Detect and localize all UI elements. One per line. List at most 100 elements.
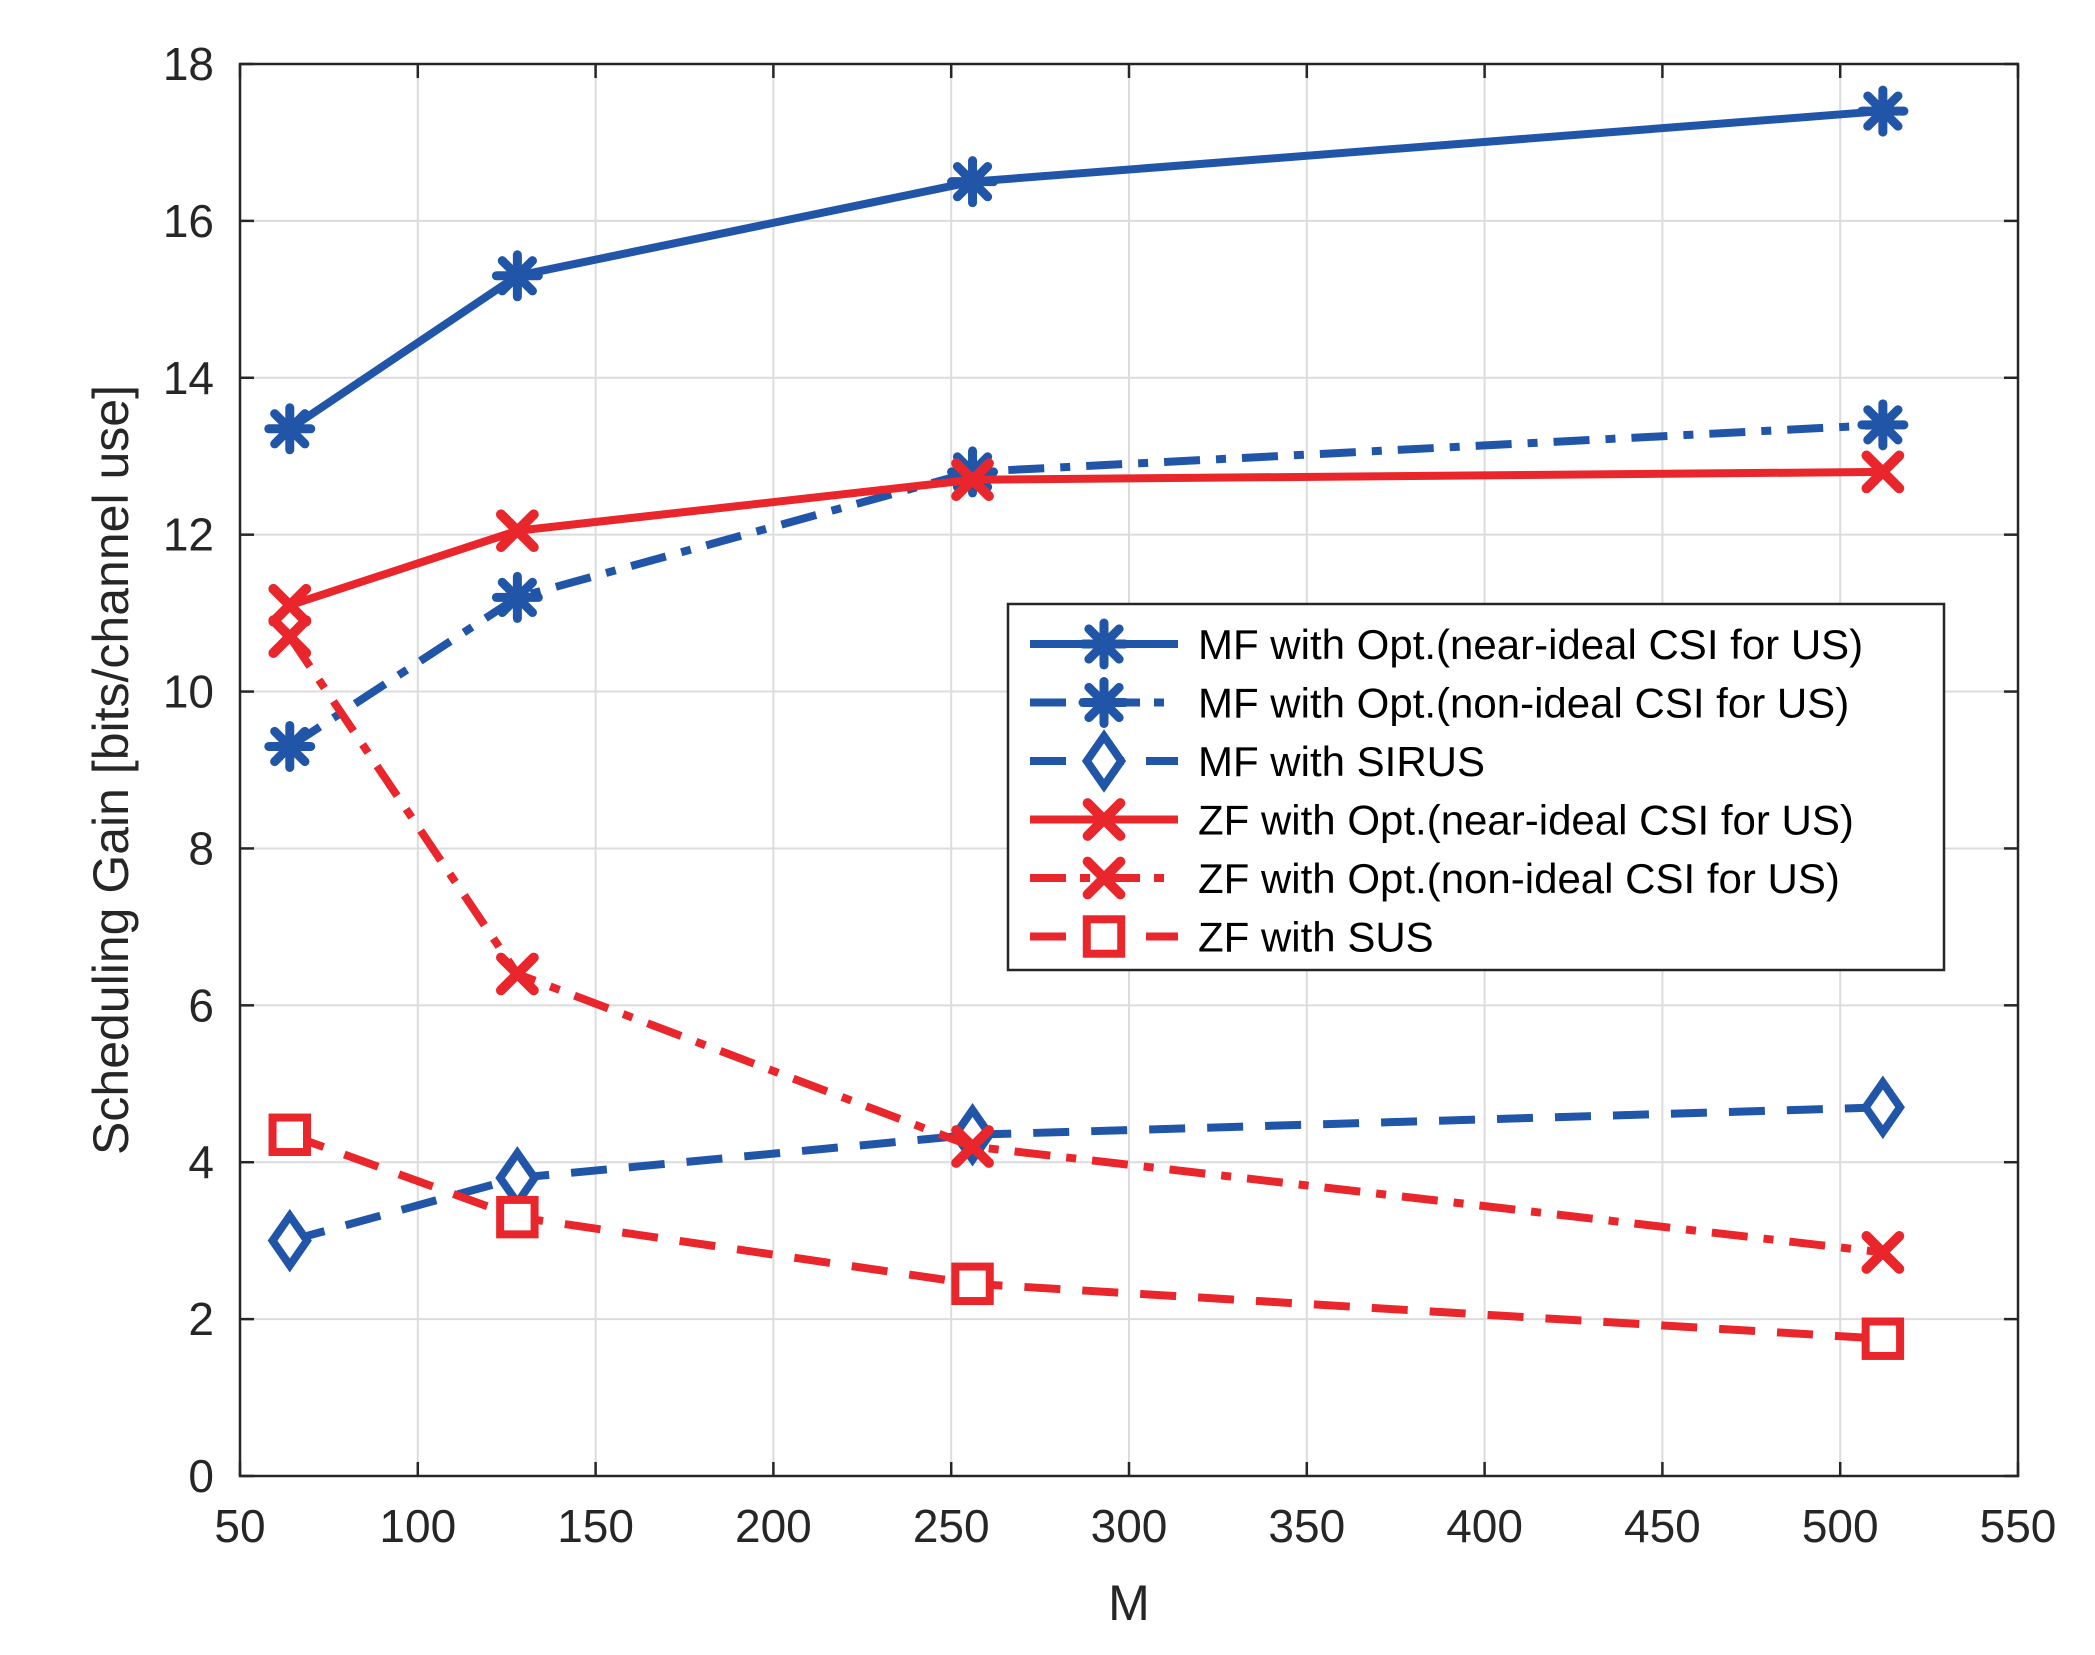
marker-asterisk <box>1078 618 1130 670</box>
legend-item: MF with SIRUS <box>1030 729 1485 793</box>
marker-stroke <box>1863 405 1903 445</box>
marker-stroke <box>952 162 993 202</box>
y-axis: 0 2 4 6 8 10 12 14 16 18 <box>163 38 2018 1502</box>
data-point <box>1860 1075 1905 1140</box>
legend-label: MF with SIRUS <box>1198 738 1485 785</box>
y-tick-label: 18 <box>163 38 214 90</box>
data-point <box>268 615 312 659</box>
x-tick-label: 450 <box>1624 1500 1701 1552</box>
legend-item: ZF with Opt.(near-ideal CSI for US) <box>1030 797 1854 844</box>
marker-x <box>1082 856 1126 900</box>
x-tick-label: 400 <box>1446 1500 1523 1552</box>
marker-square <box>1082 915 1126 958</box>
legend-label: ZF with Opt.(near-ideal CSI for US) <box>1198 797 1854 844</box>
x-axis: 50 100 150 200 250 300 350 400 450 500 550 <box>214 64 2056 1552</box>
x-tick-label: 50 <box>214 1500 265 1552</box>
marker-stroke <box>1084 682 1124 723</box>
series-5 <box>268 615 1905 1274</box>
marker-stroke <box>1084 624 1124 664</box>
series-6 <box>268 1113 1905 1360</box>
legend-label: MF with Opt.(near-ideal CSI for US) <box>1198 621 1863 668</box>
marker-stroke <box>951 458 994 502</box>
marker-shape <box>951 1262 994 1306</box>
series-layer <box>264 85 1909 1360</box>
data-point <box>951 458 994 502</box>
series-line <box>288 1103 1883 1245</box>
marker-stroke <box>270 726 310 767</box>
x-tick-label: 150 <box>557 1500 634 1552</box>
y-tick-label: 14 <box>163 352 214 404</box>
data-point <box>495 1146 540 1210</box>
marker-shape <box>267 1208 312 1273</box>
y-tick-label: 12 <box>163 509 214 561</box>
legend-label: ZF with SUS <box>1198 914 1434 961</box>
marker-stroke <box>497 577 537 618</box>
legend-item: ZF with Opt.(non-ideal CSI for US) <box>1030 855 1840 902</box>
series-2 <box>264 399 1909 772</box>
marker-stroke <box>1863 91 1903 131</box>
marker-stroke <box>1861 450 1905 494</box>
data-point <box>951 1125 994 1168</box>
marker-stroke <box>1082 856 1126 900</box>
data-point <box>1857 85 1909 137</box>
marker-stroke <box>951 1125 994 1168</box>
data-point <box>1861 1231 1905 1274</box>
data-point <box>268 1113 312 1156</box>
marker-stroke <box>495 952 539 996</box>
series-4 <box>268 450 1905 627</box>
series-line <box>287 107 1884 433</box>
marker-asterisk <box>1078 677 1130 728</box>
y-tick-label: 10 <box>163 666 214 718</box>
marker-stroke <box>1082 798 1126 841</box>
series-1 <box>264 85 1909 455</box>
series-line <box>287 420 1884 750</box>
marker-shape <box>1861 1317 1905 1360</box>
y-tick-label: 16 <box>163 195 214 247</box>
marker-stroke <box>268 615 312 659</box>
marker-shape <box>495 1146 540 1210</box>
x-tick-label: 250 <box>913 1500 990 1552</box>
marker-diamond <box>1081 729 1127 793</box>
marker-shape <box>268 1113 312 1156</box>
series-line <box>288 1131 1884 1343</box>
legend-label: MF with Opt.(non-ideal CSI for US) <box>1198 680 1849 727</box>
data-point <box>495 509 539 553</box>
data-point <box>496 1195 539 1239</box>
y-tick-label: 0 <box>188 1450 214 1502</box>
marker-stroke <box>497 256 537 296</box>
x-tick-label: 500 <box>1802 1500 1879 1552</box>
marker-x <box>1082 798 1126 841</box>
marker-shape <box>1860 1075 1905 1140</box>
marker-shape <box>1082 915 1126 958</box>
data-point <box>1861 450 1905 494</box>
y-tick-label: 8 <box>188 822 214 874</box>
series-line <box>286 634 1884 1257</box>
marker-shape <box>1081 729 1127 793</box>
marker-stroke <box>495 509 539 553</box>
marker-shape <box>496 1195 539 1239</box>
data-point <box>264 403 316 455</box>
data-point <box>264 720 316 772</box>
marker-stroke <box>268 583 312 627</box>
x-tick-label: 550 <box>1980 1500 2057 1552</box>
y-tick-label: 4 <box>188 1136 214 1188</box>
x-tick-label: 300 <box>1091 1500 1168 1552</box>
y-axis-title: Scheduling Gain [bits/channel use] <box>83 385 139 1155</box>
legend-item: MF with Opt.(near-ideal CSI for US) <box>1030 618 1863 670</box>
data-point <box>491 571 543 623</box>
data-point <box>947 156 999 208</box>
data-point <box>951 1262 994 1306</box>
data-point <box>491 250 543 302</box>
marker-stroke <box>1861 1231 1905 1274</box>
data-point <box>1857 399 1909 451</box>
y-tick-label: 6 <box>188 979 214 1031</box>
data-point <box>1861 1317 1905 1360</box>
marker-stroke <box>270 409 310 449</box>
legend-item: MF with Opt.(non-ideal CSI for US) <box>1030 677 1849 728</box>
data-point <box>267 1208 312 1273</box>
x-tick-label: 200 <box>735 1500 812 1552</box>
legend-label: ZF with Opt.(non-ideal CSI for US) <box>1198 855 1840 902</box>
data-point <box>268 583 312 627</box>
x-axis-title: M <box>1108 1575 1150 1631</box>
